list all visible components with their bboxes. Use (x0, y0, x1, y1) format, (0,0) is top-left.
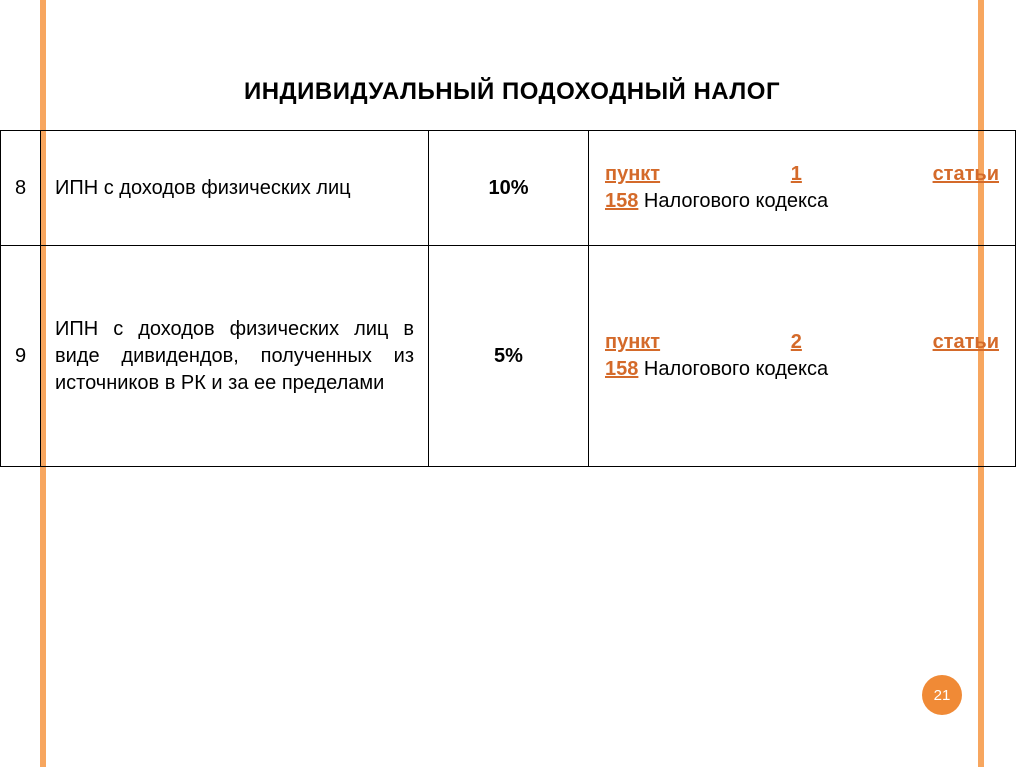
ref-after: Налогового кодекса (638, 358, 828, 380)
reference-link[interactable]: пункт 2 статьи (605, 329, 999, 356)
ref-part: 2 (791, 329, 802, 356)
row-rate: 5% (429, 246, 589, 467)
slide-title: ИНДИВИДУАЛЬНЫЙ ПОДОХОДНЫЙ НАЛОГ (0, 78, 1024, 106)
row-rate: 10% (429, 131, 589, 246)
page-number-badge: 21 (922, 675, 962, 715)
row-number: 8 (1, 131, 41, 246)
table-row: 8 ИПН с доходов физических лиц 10% пункт… (1, 131, 1016, 246)
row-number: 9 (1, 246, 41, 467)
row-reference: пункт 1 статьи 158 Налогового кодекса (589, 131, 1016, 246)
row-description: ИПН с доходов физических лиц (41, 131, 429, 246)
ref-part: 1 (791, 161, 802, 188)
table-row: 9 ИПН с доходов физических лиц в виде ди… (1, 246, 1016, 467)
ref-part: статьи (933, 329, 999, 356)
ref-part: 158 (605, 358, 638, 380)
slide: ИНДИВИДУАЛЬНЫЙ ПОДОХОДНЫЙ НАЛОГ 8 ИПН с … (0, 0, 1024, 767)
tax-table-body: 8 ИПН с доходов физических лиц 10% пункт… (1, 131, 1016, 467)
ref-part: статьи (933, 161, 999, 188)
row-description: ИПН с доходов физических лиц в виде диви… (41, 246, 429, 467)
tax-table: 8 ИПН с доходов физических лиц 10% пункт… (0, 130, 1016, 467)
ref-part: пункт (605, 329, 660, 356)
ref-part: 158 (605, 190, 638, 212)
ref-part: пункт (605, 161, 660, 188)
ref-after: Налогового кодекса (638, 190, 828, 212)
reference-link[interactable]: пункт 1 статьи (605, 161, 999, 188)
row-reference: пункт 2 статьи 158 Налогового кодекса (589, 246, 1016, 467)
